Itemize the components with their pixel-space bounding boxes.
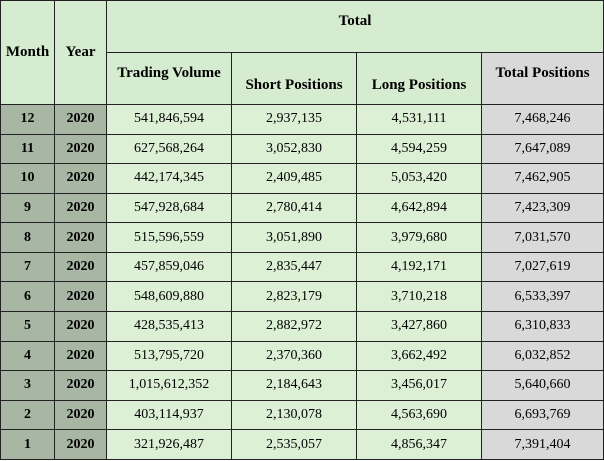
trading-volume-cell: 627,568,264 <box>106 133 232 165</box>
trading-volume-cell: 428,535,413 <box>106 311 232 342</box>
month-cell: 1 <box>0 429 55 460</box>
table-row: 6 2020 548,609,880 2,823,179 3,710,218 6,533,… <box>0 281 604 313</box>
long-positions-cell: 3,662,492 <box>356 340 482 372</box>
trading-volume-cell: 403,114,937 <box>106 399 232 431</box>
year-cell: 2020 <box>54 429 107 460</box>
total-positions-cell: 7,462,905 <box>480 163 604 194</box>
table-row: 1 2020 321,926,487 2,535,057 4,856,347 7,391,… <box>0 429 604 460</box>
long-positions-cell: 4,192,171 <box>356 251 482 283</box>
table-body: 12 2020 541,846,594 2,937,135 4,531,111 7,468… <box>0 104 604 460</box>
long-positions-cell: 3,427,860 <box>356 311 482 342</box>
trading-volume-cell: 548,609,880 <box>106 281 232 313</box>
short-positions-cell: 2,823,179 <box>231 281 357 313</box>
table-row: 7 2020 457,859,046 2,835,447 4,192,171 7,027,… <box>0 251 604 283</box>
header-year: Year <box>54 0 107 105</box>
short-positions-cell: 2,409,485 <box>231 163 357 194</box>
header-total: Total <box>105 0 604 53</box>
month-cell: 6 <box>0 281 55 313</box>
year-cell: 2020 <box>54 340 107 372</box>
long-positions-cell: 4,856,347 <box>356 429 482 460</box>
long-positions-cell: 5,053,420 <box>356 163 482 194</box>
year-cell: 2020 <box>54 399 107 431</box>
short-positions-cell: 2,882,972 <box>231 311 357 342</box>
total-positions-cell: 7,647,089 <box>480 133 604 165</box>
short-positions-cell: 2,370,360 <box>231 340 357 372</box>
short-positions-cell: 3,051,890 <box>231 222 357 253</box>
year-cell: 2020 <box>54 192 107 224</box>
total-positions-cell: 7,423,309 <box>480 192 604 224</box>
trading-volume-cell: 541,846,594 <box>106 104 232 135</box>
short-positions-cell: 2,535,057 <box>231 429 357 460</box>
month-cell: 12 <box>0 104 55 135</box>
month-cell: 2 <box>0 399 55 431</box>
total-positions-cell: 7,468,246 <box>480 104 604 135</box>
month-cell: 8 <box>0 222 55 253</box>
year-cell: 2020 <box>54 133 107 165</box>
year-cell: 2020 <box>54 163 107 194</box>
header-column: Short Positions <box>231 52 357 105</box>
trading-volume-cell: 457,859,046 <box>106 251 232 283</box>
header-column: Trading Volume <box>106 52 232 105</box>
table-row: 10 2020 442,174,345 2,409,485 5,053,420 7,462… <box>0 163 604 194</box>
year-cell: 2020 <box>54 104 107 135</box>
month-cell: 3 <box>0 370 55 401</box>
trading-volume-cell: 513,795,720 <box>106 340 232 372</box>
table-row: 2 2020 403,114,937 2,130,078 4,563,690 6,693,… <box>0 399 604 431</box>
long-positions-cell: 4,563,690 <box>356 399 482 431</box>
total-positions-cell: 5,640,660 <box>480 370 604 401</box>
year-cell: 2020 <box>54 222 107 253</box>
header-column: Total Positions <box>480 52 604 105</box>
trading-volume-cell: 1,015,612,352 <box>106 370 232 401</box>
trading-volume-cell: 321,926,487 <box>106 429 232 460</box>
month-cell: 5 <box>0 311 55 342</box>
short-positions-cell: 2,835,447 <box>231 251 357 283</box>
long-positions-cell: 3,456,017 <box>356 370 482 401</box>
long-positions-cell: 3,979,680 <box>356 222 482 253</box>
year-cell: 2020 <box>54 251 107 283</box>
trading-volume-cell: 442,174,345 <box>106 163 232 194</box>
year-cell: 2020 <box>54 311 107 342</box>
short-positions-cell: 2,780,414 <box>231 192 357 224</box>
month-cell: 4 <box>0 340 55 372</box>
month-cell: 9 <box>0 192 55 224</box>
table-row: 5 2020 428,535,413 2,882,972 3,427,860 6,310,… <box>0 311 604 342</box>
table-row: 8 2020 515,596,559 3,051,890 3,979,680 7,031,… <box>0 222 604 253</box>
year-cell: 2020 <box>54 281 107 313</box>
long-positions-cell: 4,531,111 <box>356 104 482 135</box>
header-column: Long Positions <box>356 52 482 105</box>
long-positions-cell: 4,594,259 <box>356 133 482 165</box>
short-positions-cell: 2,184,643 <box>231 370 357 401</box>
trading-volume-cell: 515,596,559 <box>106 222 232 253</box>
table-row: 3 2020 1,015,612,352 2,184,643 3,456,017 5,64… <box>0 370 604 401</box>
total-positions-cell: 7,391,404 <box>480 429 604 460</box>
short-positions-cell: 2,130,078 <box>231 399 357 431</box>
table-row: 11 2020 627,568,264 3,052,830 4,594,259 7,647… <box>0 133 604 165</box>
table-row: 4 2020 513,795,720 2,370,360 3,662,492 6,032,… <box>0 340 604 372</box>
month-cell: 7 <box>0 251 55 283</box>
short-positions-cell: 2,937,135 <box>231 104 357 135</box>
total-positions-cell: 6,533,397 <box>480 281 604 313</box>
trading-volume-cell: 547,928,684 <box>106 192 232 224</box>
long-positions-cell: 3,710,218 <box>356 281 482 313</box>
total-positions-cell: 6,032,852 <box>480 340 604 372</box>
header-month: Month <box>0 0 55 105</box>
table-row: 12 2020 541,846,594 2,937,135 4,531,111 7,468… <box>0 104 604 135</box>
short-positions-cell: 3,052,830 <box>231 133 357 165</box>
long-positions-cell: 4,642,894 <box>356 192 482 224</box>
month-cell: 11 <box>0 133 55 165</box>
total-positions-cell: 6,693,769 <box>480 399 604 431</box>
year-cell: 2020 <box>54 370 107 401</box>
table-row: 9 2020 547,928,684 2,780,414 4,642,894 7,423,… <box>0 192 604 224</box>
total-positions-cell: 7,031,570 <box>480 222 604 253</box>
total-positions-cell: 6,310,833 <box>480 311 604 342</box>
total-positions-cell: 7,027,619 <box>480 251 604 283</box>
month-cell: 10 <box>0 163 55 194</box>
